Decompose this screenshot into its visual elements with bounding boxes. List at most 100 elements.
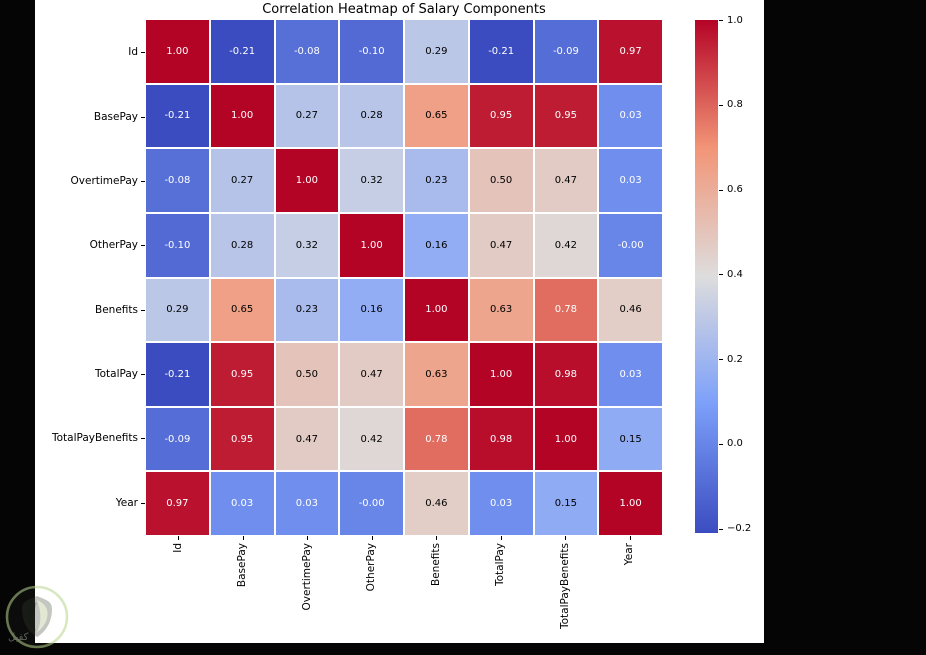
- x-tick-label: TotalPayBenefits: [558, 543, 571, 630]
- x-tick-mark: [436, 536, 438, 540]
- x-tick-label: TotalPay: [494, 543, 507, 587]
- heatmap-cell: 0.29: [146, 278, 209, 342]
- heatmap-cell: 1.00: [146, 20, 209, 83]
- y-tick-label: TotalPay: [94, 368, 138, 381]
- y-tick-mark: [141, 52, 145, 54]
- heatmap-cell: 0.98: [469, 407, 533, 471]
- heatmap-cell: 0.65: [210, 278, 274, 342]
- heatmap-cell: -0.21: [146, 343, 209, 406]
- x-tick-label: OtherPay: [365, 543, 378, 592]
- heatmap-cell: 0.42: [534, 213, 598, 277]
- heatmap-cell: 1.00: [469, 343, 533, 406]
- heatmap-cell: 1.00: [340, 213, 403, 277]
- heatmap-cell: 0.32: [275, 213, 339, 277]
- y-tick-mark: [141, 502, 145, 504]
- watermark-text: كفيل: [8, 632, 29, 643]
- heatmap-cell: 1.00: [405, 278, 468, 342]
- watermark-shield: [22, 596, 52, 637]
- heatmap-cell: 0.95: [210, 407, 274, 471]
- y-tick-label: OtherPay: [89, 239, 138, 252]
- heatmap-cell: 0.28: [340, 84, 403, 148]
- colorbar: [695, 20, 718, 533]
- heatmap-cell: 0.78: [534, 278, 598, 342]
- y-tick-mark: [141, 116, 145, 118]
- heatmap-cell: 1.00: [210, 84, 274, 148]
- heatmap-cell: 1.00: [275, 149, 339, 212]
- heatmap-cell: 0.03: [210, 472, 274, 535]
- heatmap-cell: 0.03: [469, 472, 533, 535]
- heatmap-cell: 0.98: [534, 343, 598, 406]
- heatmap-cell: 0.63: [405, 343, 468, 406]
- heatmap-cell: -0.08: [146, 149, 209, 212]
- colorbar-tick-mark: [719, 528, 723, 530]
- heatmap-cell: 0.46: [599, 278, 662, 342]
- heatmap-cell: 0.95: [210, 343, 274, 406]
- y-tick-label: TotalPayBenefits: [51, 432, 138, 445]
- heatmap-cell: 0.97: [599, 20, 662, 83]
- chart-title: Correlation Heatmap of Salary Components: [262, 2, 546, 17]
- y-tick-label: Year: [115, 496, 138, 509]
- heatmap-cell: -0.10: [146, 213, 209, 277]
- heatmap-cell: 0.47: [340, 343, 403, 406]
- heatmap-cell: 0.63: [469, 278, 533, 342]
- heatmap-cell: 0.32: [340, 149, 403, 212]
- colorbar-tick-label: −0.2: [727, 523, 752, 535]
- x-tick-mark: [629, 536, 631, 540]
- heatmap-cell: 0.15: [599, 407, 662, 471]
- heatmap-cell: 0.03: [275, 472, 339, 535]
- x-tick-mark: [500, 536, 502, 540]
- watermark-leaf-left: [27, 602, 37, 631]
- heatmap-cell: 0.47: [275, 407, 339, 471]
- x-tick-label: Benefits: [429, 543, 442, 586]
- x-tick-label: Id: [171, 543, 184, 553]
- x-tick-label: BasePay: [236, 543, 249, 588]
- heatmap-cell: 0.97: [146, 472, 209, 535]
- heatmap-cell: -0.21: [210, 20, 274, 83]
- heatmap-cell: 0.23: [275, 278, 339, 342]
- heatmap-cell: 0.03: [599, 84, 662, 148]
- colorbar-tick-mark: [719, 443, 723, 445]
- x-tick-mark: [371, 536, 373, 540]
- heatmap-cell: -0.09: [146, 407, 209, 471]
- heatmap-cell: 0.27: [275, 84, 339, 148]
- heatmap-cell: 0.03: [599, 149, 662, 212]
- x-tick-mark: [178, 536, 180, 540]
- heatmap-cell: 0.27: [210, 149, 274, 212]
- y-tick-mark: [141, 245, 145, 247]
- heatmap-cell: 0.46: [405, 472, 468, 535]
- heatmap-cell: 0.47: [534, 149, 598, 212]
- y-tick-label: Id: [128, 46, 138, 59]
- heatmap-cell: 0.42: [340, 407, 403, 471]
- colorbar-tick-mark: [719, 274, 723, 276]
- heatmap-cell: 0.65: [405, 84, 468, 148]
- colorbar-tick-label: 1.0: [727, 14, 743, 26]
- y-tick-label: OvertimePay: [70, 174, 139, 187]
- x-tick-label: Year: [623, 543, 636, 566]
- x-tick-mark: [242, 536, 244, 540]
- heatmap-cell: -0.21: [469, 20, 533, 83]
- y-tick-label: Benefits: [95, 303, 138, 316]
- heatmap-cell: -0.21: [146, 84, 209, 148]
- watermark-logo: كفيل: [5, 585, 69, 649]
- heatmap-cell: 0.47: [469, 213, 533, 277]
- heatmap-grid: 1.00 -0.21 -0.08 -0.10 0.29 -0.21 -0.09 0.97 -0.…: [146, 20, 662, 535]
- heatmap-cell: 1.00: [534, 407, 598, 471]
- heatmap-cell: -0.09: [534, 20, 598, 83]
- heatmap-cell: 0.03: [599, 343, 662, 406]
- watermark-ring: [5, 585, 69, 649]
- colorbar-tick-mark: [719, 189, 723, 191]
- colorbar-tick-label: 0.8: [727, 99, 743, 111]
- heatmap-cell: 1.00: [599, 472, 662, 535]
- heatmap-cell: 0.95: [534, 84, 598, 148]
- x-tick-mark: [307, 536, 309, 540]
- colorbar-tick-label: 0.0: [727, 438, 743, 450]
- heatmap-cell: 0.78: [405, 407, 468, 471]
- heatmap-cell: 0.95: [469, 84, 533, 148]
- heatmap-cell: -0.08: [275, 20, 339, 83]
- heatmap-cell: 0.16: [405, 213, 468, 277]
- heatmap-cell: 0.50: [469, 149, 533, 212]
- heatmap-cell: 0.50: [275, 343, 339, 406]
- watermark-leaf: [37, 600, 48, 632]
- y-tick-mark: [141, 374, 145, 376]
- heatmap-cell: 0.23: [405, 149, 468, 212]
